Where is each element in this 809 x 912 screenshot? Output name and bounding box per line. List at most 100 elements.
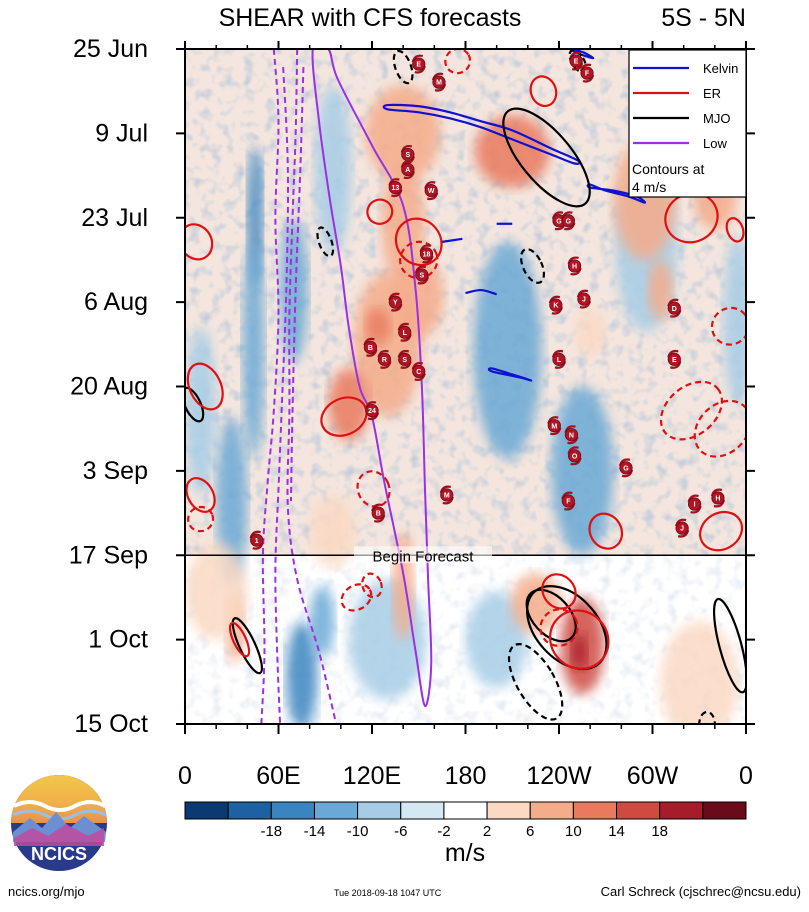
storm-label: 18 <box>423 252 431 259</box>
colorbar-bin <box>270 801 315 820</box>
shear-anomaly-patch <box>510 573 561 634</box>
x-tick-label: 0 <box>739 762 753 790</box>
storm-label: N <box>569 432 574 439</box>
storm-disc <box>398 352 412 366</box>
storm-marker: 24 <box>364 401 380 421</box>
storm-disc <box>711 491 725 505</box>
er-contour <box>366 198 394 225</box>
shear-anomaly-patch <box>314 85 352 254</box>
kelvin-contour <box>586 183 647 204</box>
storm-label: L <box>557 357 562 364</box>
storm-marker: D <box>667 298 682 318</box>
storm-label: S <box>402 357 407 364</box>
storm-marker: L <box>551 349 567 369</box>
storm-label: M <box>436 80 442 87</box>
storm-disc <box>567 449 582 463</box>
er-contour <box>699 510 744 552</box>
storm-marker: E <box>569 51 584 71</box>
colorbar-bin <box>572 801 618 820</box>
storm-disc <box>675 521 689 535</box>
x-tick-label: 120E <box>343 762 401 790</box>
colorbar-bin <box>659 801 704 820</box>
storm-marker: S <box>400 144 415 164</box>
colorbar-tick-label: 18 <box>651 823 668 840</box>
kelvin-contour <box>382 103 581 165</box>
shear-anomaly-patch <box>242 241 265 459</box>
storm-disc <box>401 162 415 177</box>
storm-disc <box>561 494 575 508</box>
storm-marker: N <box>564 425 579 445</box>
storm-label: D <box>672 306 677 313</box>
low-contour <box>289 67 305 502</box>
shear-anomaly-patch <box>393 253 444 339</box>
colorbar-tick-label: -14 <box>304 823 326 840</box>
storm-marker: B <box>371 503 386 523</box>
storm-disc <box>371 506 385 520</box>
storm-marker: F <box>579 63 595 83</box>
colorbar-tick-label: 2 <box>483 823 491 840</box>
storm-marker: E <box>411 54 426 74</box>
storm-label: J <box>582 297 586 304</box>
er-contour <box>340 583 373 612</box>
storm-disc <box>687 497 702 511</box>
colorbar-bin <box>227 801 272 820</box>
storm-label: M <box>551 423 557 430</box>
storm-label: E <box>672 357 677 364</box>
storm-disc <box>564 428 579 442</box>
x-tick-label: 180 <box>445 762 487 790</box>
mjo-contour <box>502 107 591 208</box>
mjo-contour <box>316 226 335 258</box>
storm-marker: F <box>561 491 576 511</box>
storm-disc <box>561 214 575 228</box>
storm-marker: S <box>414 265 429 285</box>
storm-label: M <box>444 493 450 500</box>
storm-disc <box>567 259 582 273</box>
x-tick-label: 60E <box>256 762 300 790</box>
storm-label: O <box>572 453 578 460</box>
footer-url[interactable]: ncics.org/mjo <box>8 884 85 899</box>
storm-disc <box>577 292 591 306</box>
storm-label: H <box>715 496 720 503</box>
kelvin-contour <box>465 288 497 296</box>
colorbar-tick-label: 6 <box>526 823 534 840</box>
storm-label: G <box>566 218 572 225</box>
colorbar-tick-label: -6 <box>394 823 407 840</box>
legend-label: Kelvin <box>703 61 738 76</box>
er-contour <box>529 75 558 108</box>
y-tick-label: 23 Jul <box>81 204 148 232</box>
er-contour <box>361 572 383 599</box>
storm-marker: K <box>548 295 563 315</box>
storm-marker: C <box>411 361 426 381</box>
y-tick-label: 6 Aug <box>84 288 148 316</box>
shear-anomaly-patch <box>185 543 248 640</box>
shear-anomaly-patch <box>365 308 391 345</box>
er-contour <box>394 217 443 267</box>
y-tick-label: 20 Aug <box>70 373 148 401</box>
storm-disc <box>432 75 446 89</box>
footer-author: Carl Schreck (cjschrec@ncsu.edu) <box>600 884 801 899</box>
storm-label: G <box>556 218 562 225</box>
shear-anomaly-patch <box>571 633 588 670</box>
shear-anomaly-patch <box>722 235 746 405</box>
storm-label: K <box>553 303 558 310</box>
low-contour <box>311 49 433 707</box>
y-tick-label: 25 Jun <box>73 35 148 63</box>
low-contour <box>286 49 338 724</box>
storm-marker: L <box>397 322 412 342</box>
storm-disc <box>552 352 566 366</box>
er-contour <box>710 306 746 346</box>
storm-disc <box>412 57 426 71</box>
mjo-contour <box>712 597 746 694</box>
storm-marker: 1 <box>249 530 264 550</box>
storm-label: L <box>403 330 408 337</box>
shear-anomaly-patch <box>348 579 427 700</box>
storm-disc <box>419 247 434 261</box>
er-contour <box>186 362 224 411</box>
colorbar-bin <box>357 801 402 820</box>
storm-marker: H <box>710 488 726 508</box>
storm-label: E <box>574 59 579 66</box>
shear-anomaly-patch <box>473 241 542 459</box>
colorbar-tick-label: -10 <box>347 823 369 840</box>
storm-marker: W <box>424 181 439 201</box>
forecast-divider: Begin Forecast <box>185 546 746 565</box>
